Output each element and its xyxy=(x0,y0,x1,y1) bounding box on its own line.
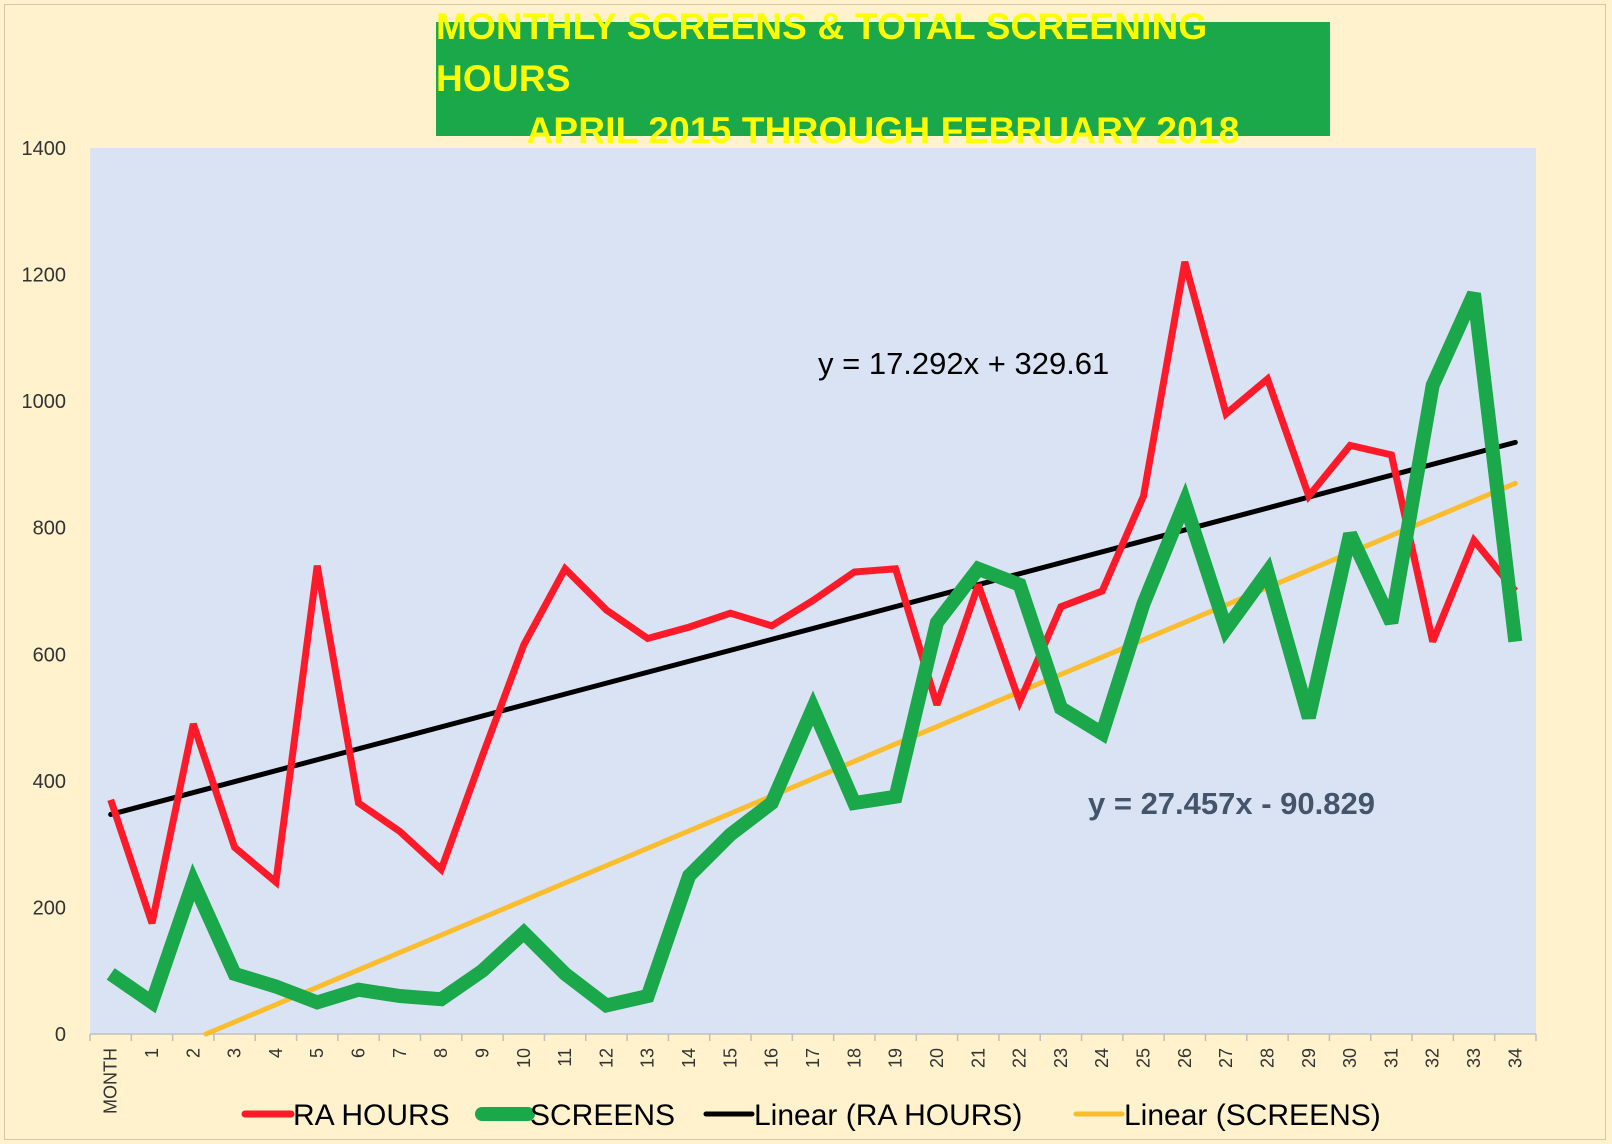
x-tick-label: 3 xyxy=(225,1048,245,1058)
x-tick-label: 24 xyxy=(1092,1048,1112,1068)
x-tick-label: 26 xyxy=(1175,1048,1195,1068)
x-tick-label: 5 xyxy=(307,1048,327,1058)
chart-title: MONTHLY SCREENS & TOTAL SCREENING HOURS xyxy=(436,6,1208,99)
trendline-screens xyxy=(203,480,1518,1037)
x-tick-label: 23 xyxy=(1051,1048,1071,1068)
x-tick-label: 16 xyxy=(762,1048,782,1068)
x-tick-label: 32 xyxy=(1423,1048,1443,1068)
plot-area xyxy=(90,148,1536,1034)
x-tick-label: 28 xyxy=(1257,1048,1277,1068)
x-tick-label: 22 xyxy=(1010,1048,1030,1068)
chart-title-box: MONTHLY SCREENS & TOTAL SCREENING HOURS … xyxy=(436,6,1330,151)
y-tick-label: 0 xyxy=(55,1024,66,1046)
data-series xyxy=(106,260,1523,1014)
x-tick-label: 33 xyxy=(1464,1048,1484,1068)
x-tick-label: 6 xyxy=(349,1048,369,1058)
x-tick-label: 18 xyxy=(844,1048,864,1068)
y-axis: 0 200 400 600 800 1000 1200 1400 xyxy=(22,138,67,1046)
legend-ra-hours-label: RA HOURS xyxy=(293,1099,450,1132)
x-tick-label: 21 xyxy=(968,1048,988,1068)
x-tick-label: 15 xyxy=(720,1048,740,1068)
x-tick-label: 7 xyxy=(390,1048,410,1058)
x-tick-label: 20 xyxy=(927,1048,947,1068)
x-tick-label: 10 xyxy=(514,1048,534,1068)
y-tick-label: 1000 xyxy=(22,391,67,413)
trendlines xyxy=(108,439,1518,1037)
y-tick-label: 400 xyxy=(33,771,66,793)
x-tick-label: 4 xyxy=(266,1048,286,1058)
x-tick-label: 31 xyxy=(1381,1048,1401,1068)
trendline-ra-hours xyxy=(108,439,1518,817)
y-tick-label: 1200 xyxy=(22,265,67,287)
y-tick-label: 800 xyxy=(33,518,66,540)
x-tick-label: 9 xyxy=(472,1048,492,1058)
x-tick-label: 17 xyxy=(803,1048,823,1068)
y-tick-label: 1400 xyxy=(22,138,67,160)
x-tick-label: 25 xyxy=(1134,1048,1154,1068)
x-tick-label: 2 xyxy=(183,1048,203,1058)
legend-linear-screens-label: Linear (SCREENS) xyxy=(1124,1099,1381,1132)
x-tick-label: 30 xyxy=(1340,1048,1360,1068)
trendline-equation-screens: y = 27.457x - 90.829 xyxy=(1088,786,1375,821)
x-tick-label: 8 xyxy=(431,1048,451,1058)
trendline-equation-ra-hours: y = 17.292x + 329.61 xyxy=(818,346,1109,381)
x-tick-label: 29 xyxy=(1299,1048,1319,1068)
legend-screens-label: SCREENS xyxy=(530,1099,675,1132)
y-tick-label: 600 xyxy=(33,644,66,666)
chart-subtitle: APRIL 2015 THROUGH FEBRUARY 2018 xyxy=(526,110,1240,151)
x-axis: MONTH 1 2 3 4 5 6 7 8 9 10 11 12 13 14 15 16 17 18 19 20 21 22… xyxy=(89,1033,1537,1114)
x-tick-label: 34 xyxy=(1505,1048,1525,1068)
x-tick-label: 19 xyxy=(886,1048,906,1068)
x-tick-label: 11 xyxy=(555,1048,575,1067)
x-tick-label: 1 xyxy=(142,1048,162,1058)
x-tick-label: 14 xyxy=(679,1048,699,1068)
x-tick-label: 27 xyxy=(1216,1048,1236,1068)
x-tick-label: 13 xyxy=(638,1048,658,1068)
legend: RA HOURS SCREENS Linear (RA HOURS) Linear (… xyxy=(241,1099,1381,1132)
legend-linear-ra-hours-label: Linear (RA HOURS) xyxy=(754,1099,1022,1132)
y-tick-label: 200 xyxy=(33,897,66,919)
x-tick-label: 12 xyxy=(596,1048,616,1068)
x-tick-label: MONTH xyxy=(101,1048,121,1114)
